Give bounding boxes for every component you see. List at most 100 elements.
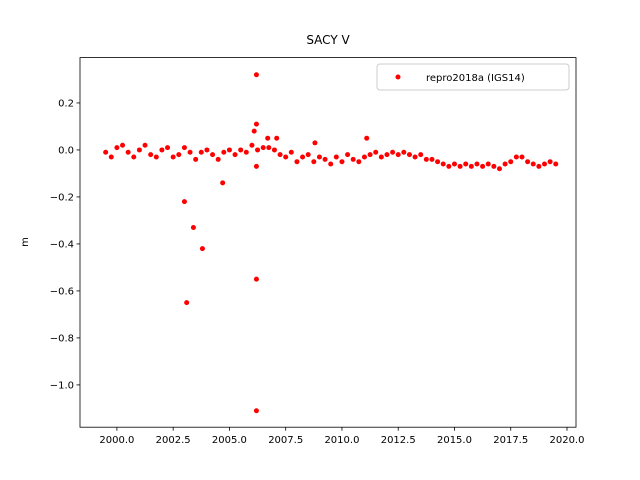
chart-title: SACY V: [306, 33, 350, 47]
data-point: [193, 156, 199, 162]
y-tick-label: 0.2: [58, 98, 74, 109]
data-point: [395, 152, 401, 158]
data-point: [536, 163, 542, 169]
data-point: [311, 159, 317, 165]
data-point: [316, 154, 322, 160]
data-point: [131, 154, 137, 160]
data-point: [333, 154, 339, 160]
data-point: [114, 145, 120, 151]
data-point: [530, 161, 536, 167]
x-tick-label: 2017.5: [493, 435, 528, 446]
data-point: [294, 159, 300, 165]
data-point: [165, 145, 171, 151]
data-point: [255, 147, 261, 153]
data-point: [457, 163, 463, 169]
y-tick-label: −0.2: [50, 192, 74, 203]
data-point: [181, 199, 187, 205]
data-point: [350, 156, 356, 162]
plot-frame: [79, 57, 577, 428]
data-point: [187, 149, 193, 155]
data-point: [322, 156, 328, 162]
data-point: [541, 161, 547, 167]
x-tick-label: 2020.0: [549, 435, 584, 446]
x-tick-label: 2012.5: [381, 435, 416, 446]
y-tick-label: −1.0: [50, 380, 74, 391]
data-point: [412, 154, 418, 160]
x-tick-label: 2000.0: [99, 435, 134, 446]
data-point: [253, 276, 259, 282]
data-point: [184, 300, 190, 306]
data-point: [220, 180, 226, 186]
data-point: [142, 142, 148, 148]
data-point: [198, 149, 204, 155]
data-point: [429, 156, 435, 162]
data-point: [418, 152, 424, 158]
data-point: [513, 154, 519, 160]
data-point: [485, 161, 491, 167]
data-point: [136, 147, 142, 153]
data-point: [153, 154, 159, 160]
data-point: [312, 140, 318, 146]
data-point: [108, 154, 114, 160]
data-point: [260, 145, 266, 151]
x-tick-label: 2015.0: [437, 435, 472, 446]
data-point: [435, 159, 441, 165]
data-point: [384, 152, 390, 158]
data-point: [367, 152, 373, 158]
legend-box: [376, 63, 570, 91]
legend-label: repro2018a (IGS14): [426, 73, 525, 84]
data-point: [243, 149, 249, 155]
data-point: [103, 149, 109, 155]
y-axis-label: m: [20, 237, 31, 247]
data-point: [328, 161, 334, 167]
data-point: [251, 128, 257, 134]
data-point: [253, 163, 259, 169]
data-point: [508, 159, 514, 165]
data-point: [274, 135, 280, 141]
data-point: [390, 149, 396, 155]
data-point: [232, 152, 238, 158]
data-point: [288, 149, 294, 155]
data-point: [125, 149, 131, 155]
data-point: [238, 147, 244, 153]
data-point: [181, 145, 187, 151]
data-point: [345, 152, 351, 158]
x-tick-label: 2010.0: [324, 435, 359, 446]
data-point: [226, 147, 232, 153]
data-point: [547, 159, 553, 165]
data-point: [496, 166, 502, 172]
data-point: [440, 161, 446, 167]
data-point: [502, 161, 508, 167]
data-point: [373, 149, 379, 155]
data-point: [378, 154, 384, 160]
data-point: [249, 142, 255, 148]
data-point: [190, 224, 196, 230]
data-point: [519, 154, 525, 160]
data-point: [406, 152, 412, 158]
data-point: [253, 72, 259, 78]
data-point: [204, 147, 210, 153]
legend-marker: [395, 74, 401, 80]
data-point: [253, 408, 259, 414]
data-point: [423, 156, 429, 162]
data-point: [148, 152, 154, 158]
data-point: [468, 163, 474, 169]
data-point: [474, 161, 480, 167]
data-point: [215, 156, 221, 162]
data-point: [271, 147, 277, 153]
data-point: [361, 154, 367, 160]
x-tick-label: 2002.5: [156, 435, 191, 446]
data-point: [120, 142, 126, 148]
data-point: [221, 149, 227, 155]
data-point: [265, 135, 271, 141]
y-tick-label: −0.6: [50, 286, 74, 297]
data-point: [253, 121, 259, 127]
data-point: [356, 159, 362, 165]
data-point: [463, 161, 469, 167]
data-point: [401, 149, 407, 155]
data-point: [277, 152, 283, 158]
y-tick-label: −0.8: [50, 333, 74, 344]
data-point: [300, 154, 306, 160]
data-point: [210, 152, 216, 158]
